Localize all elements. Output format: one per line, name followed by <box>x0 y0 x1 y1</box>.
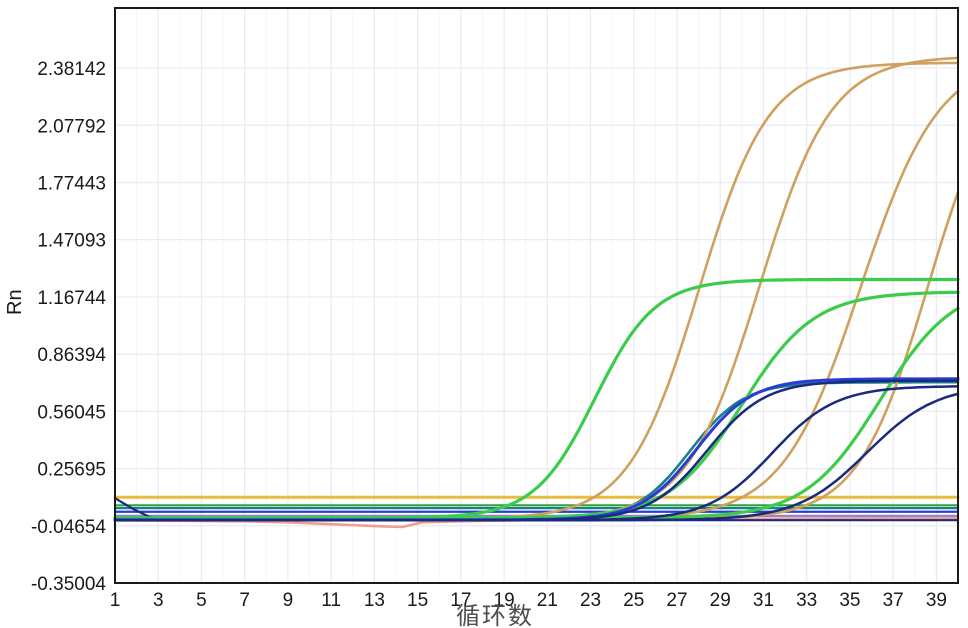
x-tick-label: 3 <box>153 590 164 611</box>
y-tick-label: 1.16744 <box>37 288 106 309</box>
x-tick-label: 33 <box>796 590 817 611</box>
x-tick-label: 9 <box>283 590 294 611</box>
series-green-amplification-1 <box>113 277 960 520</box>
y-tick-label: -0.04654 <box>31 517 106 538</box>
y-tick-label: 1.47093 <box>37 231 106 252</box>
x-tick-label: 21 <box>537 590 558 611</box>
x-tick-label: 31 <box>753 590 774 611</box>
y-axis-title: Rn <box>4 289 26 315</box>
x-tick-label: 1 <box>110 590 121 611</box>
y-tick-label: 0.56045 <box>37 402 106 423</box>
y-tick-label: 1.77443 <box>37 173 106 194</box>
x-tick-label: 25 <box>623 590 644 611</box>
series-orange-amplification-3 <box>113 89 960 521</box>
x-tick-label: 35 <box>839 590 860 611</box>
x-tick-label: 19 <box>494 590 515 611</box>
x-tick-label: 5 <box>196 590 207 611</box>
y-tick-label: 0.86394 <box>37 345 106 366</box>
plot-border <box>114 7 959 584</box>
x-tick-label: 17 <box>450 590 471 611</box>
series-navy-amplification-3 <box>113 392 960 522</box>
y-tick-label: 0.25695 <box>37 460 106 481</box>
y-tick-label: 2.07792 <box>37 116 106 137</box>
x-tick-label: 29 <box>710 590 731 611</box>
x-tick-label: 23 <box>580 590 601 611</box>
y-tick-label: 2.38142 <box>37 59 106 80</box>
y-tick-label: -0.35004 <box>31 574 106 595</box>
x-tick-label: 39 <box>926 590 947 611</box>
x-tick-label: 37 <box>883 590 904 611</box>
x-tick-label: 13 <box>364 590 385 611</box>
x-tick-label: 11 <box>321 590 341 611</box>
series-orange-amplification-1 <box>113 61 960 521</box>
x-tick-label: 7 <box>239 590 250 611</box>
x-tick-label: 27 <box>666 590 687 611</box>
series-orange-amplification-2 <box>113 56 960 521</box>
x-tick-label: 15 <box>407 590 428 611</box>
series-navy-amplification-2 <box>113 385 960 522</box>
x-axis-title: 循环数 <box>456 603 534 628</box>
series-navy-amplification-1 <box>113 379 960 522</box>
